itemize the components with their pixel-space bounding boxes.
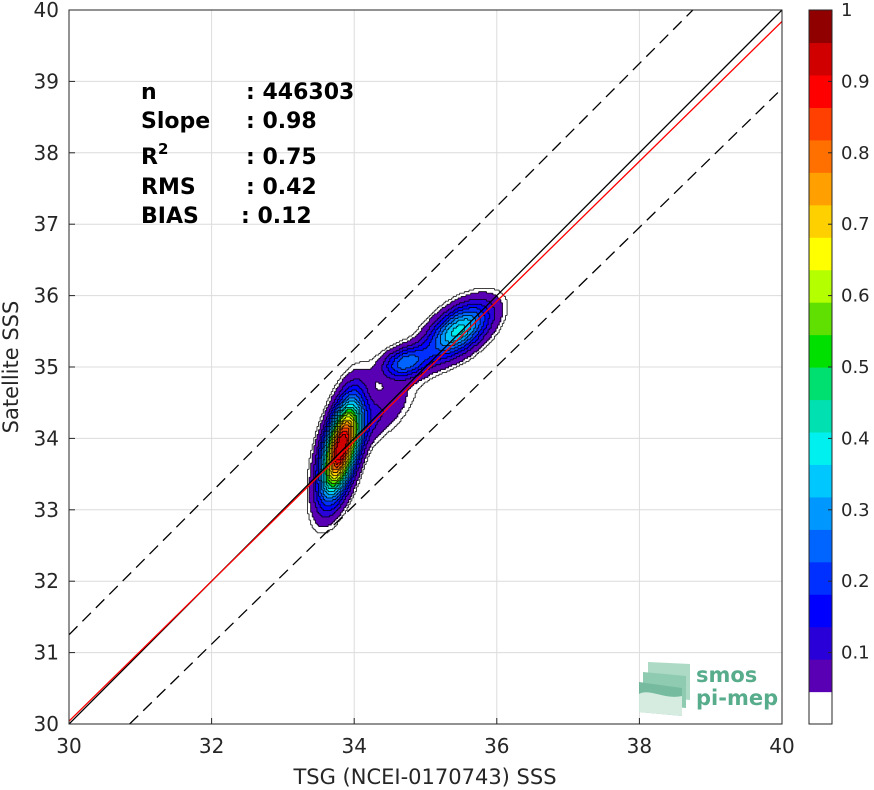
- contour-line-level: [321, 318, 472, 496]
- stat-r2-label: R2: [141, 140, 168, 170]
- x-axis: 30 32 34 36 38 40: [56, 718, 795, 758]
- logo-line2: pi-mep: [696, 686, 778, 710]
- contour-line-level: [313, 299, 495, 518]
- colorbar-swatch: [809, 496, 832, 530]
- stats-box: n : 446303 Slope : 0.98 R2 : 0.75 RMS : …: [141, 80, 354, 229]
- stat-n-value: : 446303: [246, 80, 354, 105]
- colorbar-tick-label: 0.7: [841, 214, 870, 235]
- colorbar-swatch: [809, 237, 832, 271]
- contour-line-level: [316, 307, 486, 507]
- colorbar-tick-label: 0.5: [841, 357, 870, 378]
- stat-bias-value: : 0.12: [241, 204, 312, 229]
- colorbar-swatch: [809, 529, 832, 563]
- colorbar-swatch: [809, 139, 832, 173]
- x-tick-label: 34: [341, 734, 366, 758]
- x-tick-label: 30: [56, 734, 81, 758]
- x-tick-label: 38: [627, 734, 652, 758]
- upper-bound-line: [69, 10, 694, 636]
- grid: [69, 10, 782, 724]
- colorbar-swatch: [809, 107, 832, 141]
- y-axis: 30 31 32 33 34 35 36 37 38 39 40: [34, 0, 75, 736]
- y-tick-label: 37: [34, 212, 59, 236]
- y-tick-label: 36: [34, 284, 59, 308]
- fit-line: [69, 20, 782, 722]
- colorbar-tick-label: 0.8: [841, 143, 870, 164]
- y-tick-label: 32: [34, 569, 59, 593]
- density-contours: [307, 288, 508, 534]
- y-tick-label: 39: [34, 69, 59, 93]
- smos-pi-mep-watermark: smos pi-mep: [639, 662, 778, 716]
- colorbar-swatch: [809, 334, 832, 368]
- stat-slope-label: Slope: [141, 109, 210, 134]
- colorbar-swatch: [809, 594, 832, 628]
- colorbar-swatch: [809, 302, 832, 336]
- logo-line1: smos: [696, 663, 757, 687]
- stat-r2-value: : 0.75: [246, 145, 317, 170]
- x-tick-label: 32: [199, 734, 224, 758]
- colorbar-tick-label: 0.6: [841, 286, 870, 307]
- colorbar-swatch: [809, 691, 832, 725]
- contour-line-level: [333, 430, 350, 466]
- stat-rms-value: : 0.42: [246, 175, 317, 200]
- y-tick-label: 34: [34, 426, 59, 450]
- y-tick-label: 35: [34, 355, 59, 379]
- stat-n-label: n: [141, 80, 157, 105]
- colorbar-swatch: [809, 659, 832, 693]
- colorbar-swatch: [809, 431, 832, 465]
- x-axis-label: TSG (NCEI-0170743) SSS: [292, 765, 556, 789]
- y-tick-label: 30: [34, 712, 59, 736]
- x-tick-label: 36: [484, 734, 509, 758]
- colorbar-swatch: [809, 626, 832, 660]
- reference-lines: [69, 10, 782, 724]
- colorbar-swatch: [809, 269, 832, 303]
- colorbar-tick-label: 0.9: [841, 71, 870, 92]
- y-tick-label: 40: [34, 0, 59, 22]
- colorbar-swatch: [809, 367, 832, 401]
- stat-bias-label: BIAS: [141, 204, 199, 229]
- colorbar-ticks: 0.1 0.2 0.3 0.4 0.5 0.6 0.7 0.8 0.9 1: [828, 0, 870, 664]
- colorbar-swatch: [809, 10, 832, 44]
- colorbar-swatch: [809, 204, 832, 238]
- colorbar-swatch: [809, 399, 832, 433]
- contour-line-level: [307, 288, 508, 534]
- colorbar-swatch: [809, 74, 832, 108]
- colorbar-swatch: [809, 464, 832, 498]
- colorbar-tick-label: 0.1: [841, 643, 870, 664]
- logo-icon: [639, 662, 690, 716]
- colorbar-swatch: [809, 561, 832, 595]
- x-tick-label: 40: [769, 734, 794, 758]
- colorbar: [809, 10, 832, 725]
- y-axis-label: Satellite SSS: [0, 301, 23, 434]
- colorbar-swatch: [809, 42, 832, 76]
- y-tick-label: 33: [34, 498, 59, 522]
- stat-rms-label: RMS: [141, 175, 196, 200]
- contour-line-level: [308, 291, 503, 527]
- lower-bound-line: [129, 88, 782, 724]
- colorbar-swatch: [809, 172, 832, 206]
- contour-line-level: [326, 411, 358, 485]
- y-tick-label: 38: [34, 141, 59, 165]
- colorbar-tick-label: 0.2: [841, 571, 870, 592]
- colorbar-tick-label: 0.3: [841, 500, 870, 521]
- colorbar-tick-label: 0.4: [841, 428, 870, 449]
- stat-slope-value: : 0.98: [246, 109, 317, 134]
- colorbar-tick-label: 1: [841, 0, 852, 21]
- y-tick-label: 31: [34, 641, 59, 665]
